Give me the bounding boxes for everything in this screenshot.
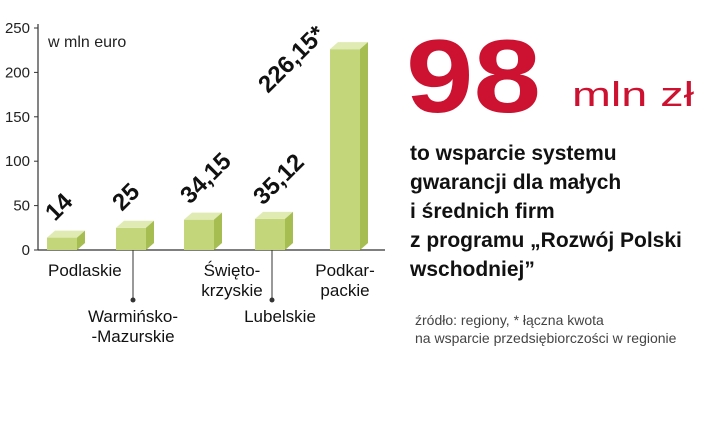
value-label: 35,12 bbox=[248, 149, 310, 211]
leader-dot bbox=[130, 297, 136, 303]
bar-front bbox=[47, 237, 77, 250]
category-label-line: krzyskie bbox=[201, 281, 262, 300]
description-line: wschodniej” bbox=[409, 258, 535, 281]
value-label: 25 bbox=[107, 178, 145, 216]
headline-unit: mln zł bbox=[572, 76, 695, 114]
y-tick-label: 200 bbox=[5, 64, 30, 81]
bar-side bbox=[77, 230, 85, 250]
description-line: i średnich firm bbox=[410, 200, 555, 223]
category-label: Podlaskie bbox=[48, 261, 122, 280]
bar-front bbox=[330, 49, 360, 250]
bar-top bbox=[330, 42, 368, 50]
description-line: to wsparcie systemu bbox=[410, 142, 617, 165]
bar-side bbox=[214, 212, 222, 250]
category-label-line: Święto- bbox=[204, 261, 261, 280]
category-label-line: Podkar- bbox=[315, 261, 375, 280]
category-label-line: Warmińsko- bbox=[88, 307, 178, 326]
value-label: 226,15* bbox=[253, 20, 331, 98]
bar-top bbox=[255, 211, 293, 219]
bar-top bbox=[116, 220, 154, 228]
category-label: Święto-krzyskie bbox=[201, 261, 262, 300]
value-label: 14 bbox=[40, 188, 78, 226]
bar-front bbox=[116, 227, 146, 250]
source-line: źródło: regiony, * łączna kwota bbox=[415, 312, 604, 328]
bar-front bbox=[184, 219, 214, 250]
bar-top bbox=[47, 230, 85, 238]
source-line: na wsparcie przedsiębiorczości w regioni… bbox=[415, 330, 677, 346]
category-label: Lubelskie bbox=[244, 307, 316, 326]
category-label-line: Lubelskie bbox=[244, 307, 316, 326]
bar-side bbox=[146, 220, 154, 250]
unit-label: w mln euro bbox=[47, 34, 126, 51]
bar-side bbox=[285, 211, 293, 250]
category-label-line: Podlaskie bbox=[48, 261, 122, 280]
bar-front bbox=[255, 218, 285, 250]
category-label: Warmińsko--Mazurskie bbox=[88, 307, 178, 346]
y-tick-label: 150 bbox=[5, 109, 30, 126]
category-label-line: -Mazurskie bbox=[91, 327, 174, 346]
category-label-line: packie bbox=[320, 281, 369, 300]
y-tick-label: 0 bbox=[22, 242, 30, 259]
description-line: gwarancji dla małych bbox=[410, 171, 621, 194]
y-tick-label: 250 bbox=[5, 20, 30, 37]
bar-side bbox=[360, 42, 368, 250]
leader-dot bbox=[269, 297, 275, 303]
value-label: 34,15 bbox=[175, 148, 237, 210]
y-tick-label: 50 bbox=[13, 198, 30, 215]
bar-top bbox=[184, 212, 222, 220]
headline-number: 98 bbox=[406, 19, 541, 135]
description-line: z programu „Rozwój Polski bbox=[410, 229, 682, 252]
category-label: Podkar-packie bbox=[315, 261, 375, 300]
y-tick-label: 100 bbox=[5, 153, 30, 170]
